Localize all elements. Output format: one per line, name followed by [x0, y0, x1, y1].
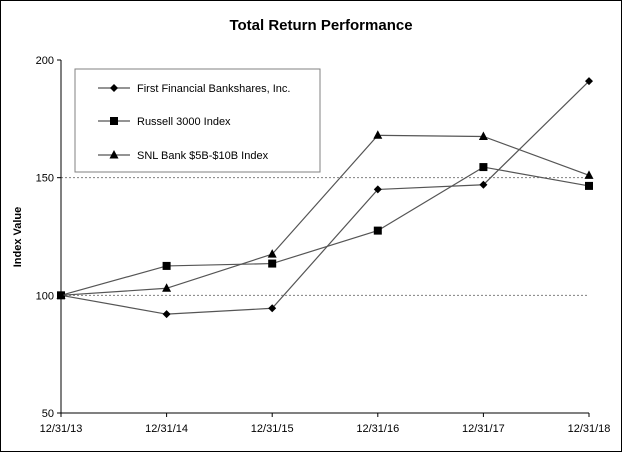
legend-marker-1	[110, 117, 118, 125]
series-group	[56, 77, 594, 319]
x-tick-label-0: 12/31/13	[40, 423, 83, 435]
data-point-2-1	[162, 283, 172, 292]
axes: 50 100 150 200 12/31/13 12/31/14 12/31/15 12/31…	[36, 55, 611, 435]
series-0	[57, 77, 593, 319]
y-tick-label-150: 150	[36, 173, 54, 185]
legend-marker-2	[109, 150, 119, 159]
y-axis-label: Index Value	[12, 207, 24, 268]
series-2	[56, 130, 594, 299]
data-point-0-3	[373, 185, 382, 194]
y-tick-label-50: 50	[42, 408, 54, 420]
y-tick-label-100: 100	[36, 290, 54, 302]
data-point-2-5	[584, 170, 594, 179]
series-line-0	[60, 80, 590, 315]
data-point-2-0	[56, 290, 66, 299]
legend-label-2: SNL Bank $5B-$10B Index	[137, 150, 269, 162]
series-line-1	[60, 166, 590, 296]
data-point-0-5	[585, 77, 593, 86]
data-point-2-2	[267, 249, 277, 258]
data-point-1-1	[162, 261, 171, 270]
data-point-0-2	[268, 304, 277, 313]
data-point-1-3	[373, 226, 382, 235]
legend-label-1: Russell 3000 Index	[137, 116, 231, 128]
x-tick-label-4: 12/31/17	[462, 423, 505, 435]
series-1	[57, 163, 593, 300]
data-point-0-1	[162, 310, 171, 319]
data-point-1-4	[479, 163, 488, 172]
y-tick-label-200: 200	[36, 55, 54, 67]
data-point-0-4	[479, 180, 488, 189]
legend-marker-0	[110, 84, 118, 92]
x-tick-label-5: 12/31/18	[568, 423, 611, 435]
data-point-1-2	[268, 259, 277, 268]
data-point-2-4	[478, 131, 488, 140]
legend: First Financial Bankshares, Inc. Russell …	[74, 68, 321, 173]
data-point-2-3	[373, 130, 383, 139]
series-line-2	[60, 134, 590, 296]
gridlines	[61, 177, 589, 296]
x-tick-label-1: 12/31/14	[145, 423, 188, 435]
chart-title: Total Return Performance	[229, 17, 412, 34]
x-tick-label-3: 12/31/16	[356, 423, 399, 435]
data-point-1-5	[585, 181, 593, 190]
x-tick-label-2: 12/31/15	[251, 423, 294, 435]
legend-label-0: First Financial Bankshares, Inc.	[137, 83, 290, 95]
